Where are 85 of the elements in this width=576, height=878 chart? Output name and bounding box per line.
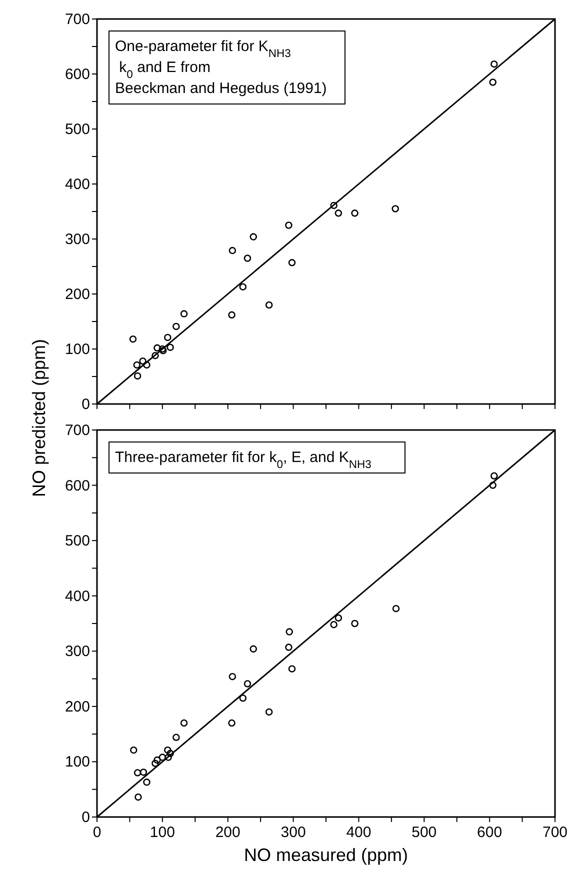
point — [288, 665, 296, 672]
point — [392, 205, 399, 212]
y-tick-label: 400 — [64, 176, 90, 193]
y-tick-label: 600 — [64, 66, 90, 83]
point — [392, 604, 400, 612]
point — [288, 259, 296, 266]
point — [166, 750, 174, 758]
point — [159, 347, 167, 354]
y-tick-label: 500 — [64, 532, 90, 550]
y-tick-label: 0 — [82, 809, 90, 826]
y-tick-label: 200 — [64, 286, 90, 303]
x-tick-label: 200 — [215, 824, 240, 841]
point — [152, 760, 159, 767]
point — [129, 335, 137, 343]
point — [134, 769, 142, 776]
point — [286, 628, 293, 636]
y-tick-label: 300 — [64, 643, 90, 660]
point — [133, 361, 141, 369]
point — [244, 680, 252, 688]
point — [265, 301, 273, 309]
point — [285, 222, 292, 229]
point — [164, 754, 172, 761]
point — [143, 361, 150, 369]
point — [351, 620, 358, 628]
x-tick-label: 300 — [280, 824, 306, 841]
point — [164, 334, 172, 342]
point — [172, 734, 180, 742]
point — [265, 708, 273, 716]
point — [180, 719, 188, 727]
point — [239, 694, 247, 702]
point — [330, 202, 338, 210]
point — [250, 645, 258, 653]
point — [139, 357, 146, 365]
annotation: Three-parameter fit for k$_{0}$, E, and K$_{NH3}$ — [115, 449, 372, 471]
point — [334, 614, 342, 622]
y-tick-label: 700 — [64, 422, 90, 439]
y-tick-label: 300 — [64, 231, 90, 248]
y-tick-label: 100 — [64, 754, 90, 771]
point — [285, 644, 292, 651]
point — [334, 210, 342, 217]
y-tick-label: 0 — [82, 396, 90, 413]
point — [250, 233, 258, 240]
point — [130, 746, 138, 754]
point — [134, 793, 142, 801]
x-axis-title: NO measured (ppm) — [244, 845, 408, 865]
y-tick-label: 700 — [64, 11, 90, 28]
y-tick-label: 500 — [64, 121, 90, 138]
point — [164, 746, 172, 754]
point — [180, 310, 188, 318]
point — [228, 672, 236, 680]
point — [228, 311, 236, 319]
point — [228, 246, 236, 254]
point — [134, 372, 142, 380]
point — [140, 768, 148, 776]
point — [489, 482, 496, 489]
point — [351, 210, 358, 217]
x-tick-label: 700 — [542, 824, 568, 841]
point — [158, 754, 166, 761]
x-tick-label: 100 — [150, 824, 175, 841]
point — [244, 254, 252, 262]
y-tick-label: 100 — [64, 341, 90, 358]
point — [154, 344, 161, 352]
annotation: Beeckman and Hegedus (1991) — [115, 80, 327, 97]
point — [490, 472, 498, 480]
point — [239, 283, 247, 290]
y-tick-label: 200 — [64, 698, 90, 716]
point — [158, 345, 166, 353]
point — [154, 756, 161, 764]
point — [172, 322, 180, 330]
x-tick-label: 600 — [477, 824, 502, 841]
point — [143, 778, 150, 786]
point — [152, 352, 159, 360]
x-tick-label: 500 — [412, 824, 437, 841]
annotation: One-parameter fit for K$_{NH3}$ — [115, 38, 291, 60]
x-tick-label: 400 — [346, 824, 372, 841]
y-axis-title: NO predicted (ppm) — [29, 338, 49, 498]
x-tick-label: 0 — [92, 824, 102, 841]
point — [166, 344, 174, 351]
y-tick-label: 400 — [64, 588, 90, 605]
y-tick-label: 600 — [64, 477, 90, 494]
point — [228, 719, 236, 727]
point — [490, 60, 498, 68]
point — [489, 78, 496, 86]
annotation: k$_{0}$ and E from — [115, 59, 210, 81]
point — [330, 620, 338, 628]
